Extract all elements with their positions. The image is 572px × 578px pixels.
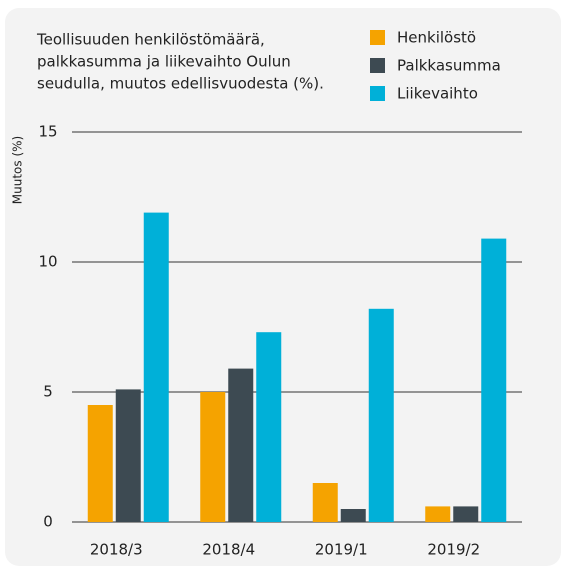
bar <box>256 332 282 522</box>
bar <box>312 483 338 522</box>
bar <box>115 389 141 522</box>
bar <box>143 212 169 522</box>
legend-label: Henkilöstö <box>397 29 476 47</box>
legend-swatch <box>370 86 385 101</box>
bar <box>453 506 479 522</box>
y-tick-label: 10 <box>38 253 57 271</box>
y-tick-label: 15 <box>38 123 57 141</box>
chart-title: Teollisuuden henkilöstömäärä, <box>36 31 265 49</box>
bar <box>228 368 254 522</box>
chart-title: palkkasumma ja liikevaihto Oulun <box>37 53 291 71</box>
y-tick-label: 0 <box>43 513 53 531</box>
legend-label: Palkkasumma <box>397 57 501 75</box>
bar <box>425 506 451 522</box>
x-tick-label: 2019/1 <box>315 541 368 559</box>
bar <box>340 509 366 522</box>
x-tick-label: 2018/4 <box>202 541 255 559</box>
bar <box>481 238 507 522</box>
bar <box>87 405 113 522</box>
x-tick-label: 2018/3 <box>90 541 143 559</box>
legend-swatch <box>370 30 385 45</box>
y-axis-label: Muutos (%) <box>11 136 25 204</box>
x-tick-label: 2019/2 <box>427 541 480 559</box>
chart-title: seudulla, muutos edellisvuodesta (%). <box>37 75 324 93</box>
y-tick-label: 5 <box>43 383 53 401</box>
legend-label: Liikevaihto <box>397 85 478 103</box>
bar <box>368 308 394 522</box>
bar <box>200 392 226 522</box>
legend-swatch <box>370 58 385 73</box>
